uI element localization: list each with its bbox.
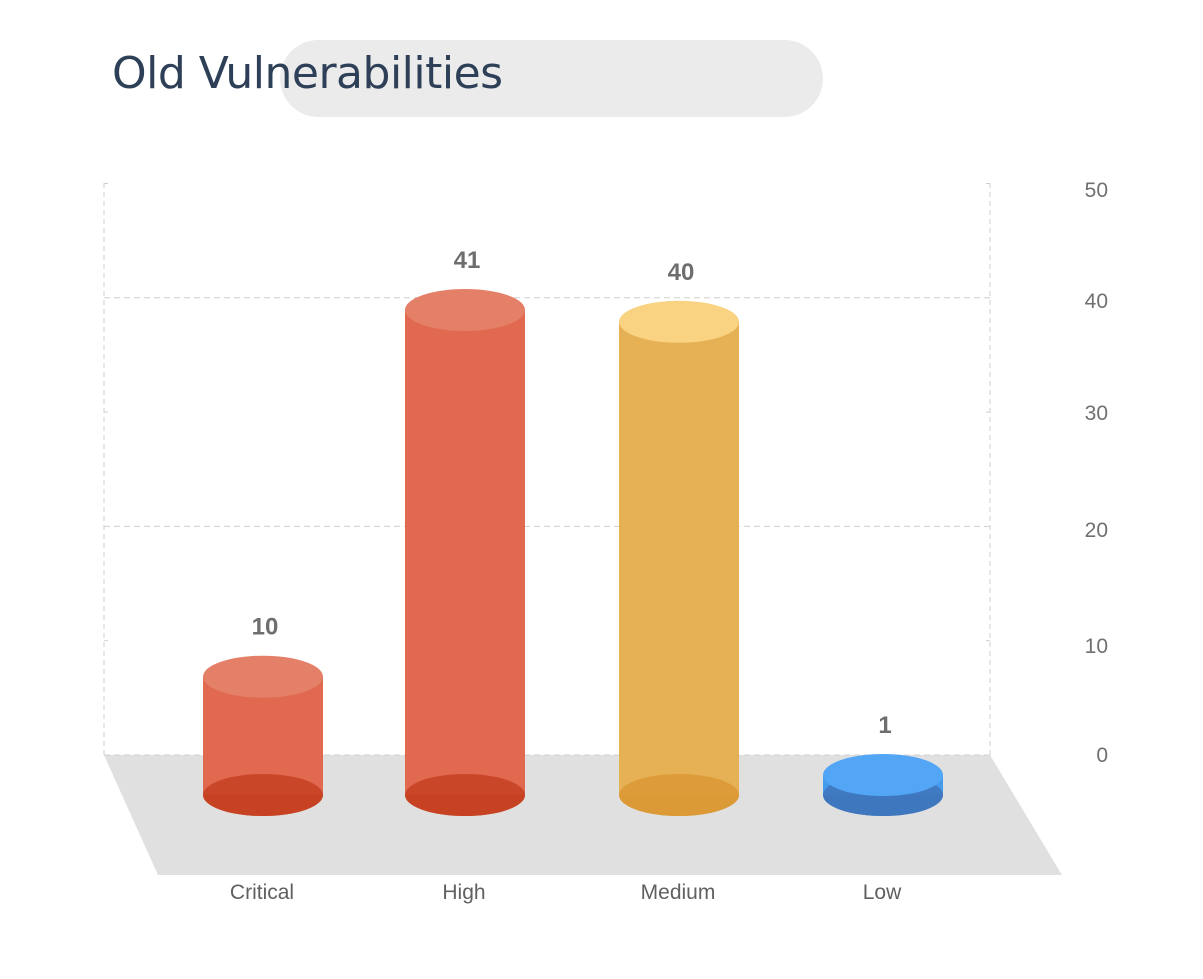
category-label: Low bbox=[863, 881, 902, 904]
category-labels: Critical High Medium Low bbox=[230, 881, 902, 904]
bar-top-cap bbox=[203, 655, 323, 698]
page-title: Old Vulnerabilities bbox=[112, 48, 503, 99]
value-label: 10 bbox=[252, 614, 279, 641]
bars bbox=[203, 288, 943, 816]
bar-bottom-cap bbox=[619, 774, 739, 816]
bar-top-cap bbox=[405, 288, 525, 331]
bar-bottom-cap bbox=[405, 774, 525, 816]
y-tick-label: 20 bbox=[1085, 519, 1108, 542]
bar-high bbox=[405, 288, 525, 816]
bar-critical bbox=[203, 655, 323, 816]
bar-top-cap bbox=[619, 300, 739, 343]
value-label: 40 bbox=[668, 259, 695, 286]
category-label: High bbox=[442, 881, 485, 904]
bar-body bbox=[619, 321, 739, 795]
y-axis-ticks: 0 10 20 30 40 50 bbox=[1085, 179, 1108, 767]
title-highlight-pill bbox=[280, 40, 823, 117]
category-label: Medium bbox=[641, 881, 716, 904]
y-tick-label: 40 bbox=[1085, 290, 1108, 313]
bar-top-cap bbox=[823, 754, 943, 796]
y-tick-label: 30 bbox=[1085, 402, 1108, 425]
value-label: 41 bbox=[454, 247, 481, 274]
value-label: 1 bbox=[878, 712, 891, 739]
bar-body bbox=[405, 309, 525, 795]
bar-low bbox=[823, 754, 943, 816]
bar-medium bbox=[619, 300, 739, 816]
y-tick-label: 0 bbox=[1096, 744, 1108, 767]
category-label: Critical bbox=[230, 881, 294, 904]
value-labels: 10 41 40 1 bbox=[252, 247, 892, 739]
grid-lines bbox=[103, 183, 991, 756]
y-tick-label: 50 bbox=[1085, 179, 1108, 202]
y-tick-label: 10 bbox=[1085, 635, 1108, 658]
chart-floor bbox=[104, 755, 1062, 875]
bar-bottom-cap bbox=[203, 774, 323, 816]
